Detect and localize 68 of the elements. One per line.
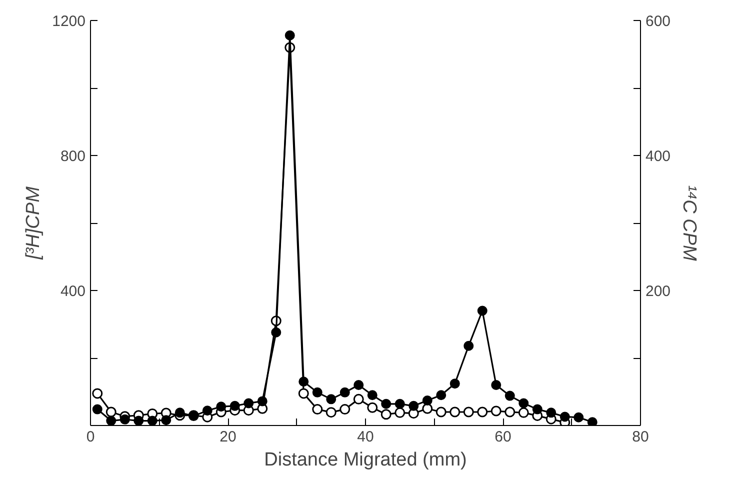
point [326, 407, 336, 418]
point [546, 408, 556, 418]
point [147, 416, 158, 426]
point [367, 402, 378, 413]
point [353, 394, 364, 404]
x-tick-label: 60 [494, 428, 512, 446]
y2-axis-title: ¹⁴C CPM [678, 185, 700, 262]
y-tick-label: 1200 [52, 13, 86, 30]
point [230, 400, 240, 411]
point [161, 415, 172, 426]
point [216, 402, 226, 412]
point [490, 406, 502, 416]
point [394, 398, 405, 409]
point [120, 414, 130, 424]
point [298, 376, 309, 387]
point [560, 412, 570, 422]
point [436, 406, 446, 418]
point [574, 412, 584, 422]
point [367, 390, 378, 400]
point [518, 407, 529, 418]
y2-tick-label: 400 [646, 148, 671, 165]
point [340, 387, 350, 398]
point [326, 394, 336, 404]
point [257, 396, 268, 406]
point [422, 396, 432, 406]
point [436, 390, 446, 400]
point [463, 406, 474, 418]
point [134, 416, 144, 426]
point [354, 380, 364, 390]
point [298, 388, 309, 399]
y-tick-label: 400 [60, 283, 86, 300]
x-tick-label: 0 [86, 428, 95, 446]
point [106, 406, 116, 418]
point [380, 409, 392, 420]
point [477, 306, 488, 316]
point [381, 398, 392, 409]
point [587, 417, 598, 426]
point [450, 406, 460, 418]
y-axis-title: [³H]CPM [23, 186, 44, 260]
point [92, 404, 102, 414]
point [464, 340, 474, 351]
point [92, 388, 103, 399]
point [450, 378, 460, 389]
point [518, 398, 529, 408]
point [106, 416, 116, 426]
point [271, 327, 282, 338]
point [408, 400, 419, 411]
point [284, 30, 295, 40]
y2-tick-label: 200 [646, 283, 671, 300]
point [202, 406, 212, 416]
point [422, 403, 433, 414]
x-axis-title: Distance Migrated (mm) [264, 450, 467, 470]
point [504, 406, 516, 418]
point [340, 404, 350, 415]
point [244, 398, 254, 408]
y2-tick-label: 600 [646, 13, 671, 30]
point [477, 406, 488, 418]
point [394, 407, 406, 418]
point [532, 404, 542, 414]
x-tick-label: 80 [632, 428, 649, 446]
point [174, 408, 185, 418]
point [312, 387, 322, 398]
point [504, 390, 515, 401]
x-tick-label: 20 [220, 428, 236, 446]
x-tick-label: 40 [357, 428, 374, 446]
y-tick-label: 800 [60, 148, 86, 165]
point [312, 404, 323, 415]
point [491, 380, 502, 390]
